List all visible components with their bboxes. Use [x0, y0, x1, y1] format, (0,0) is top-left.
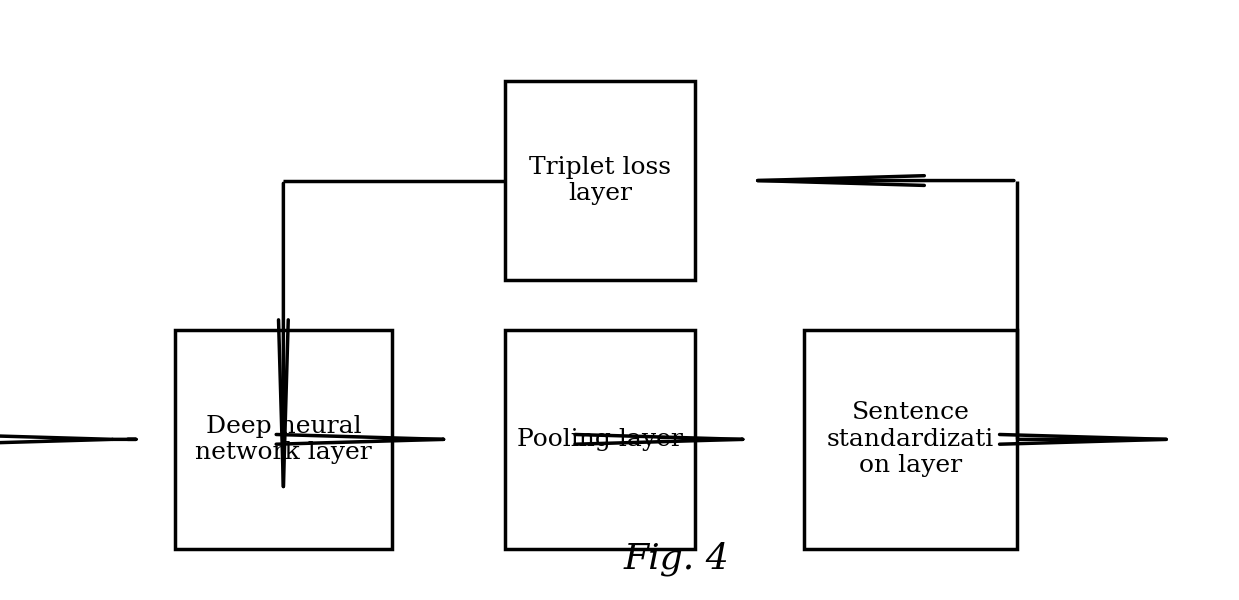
Bar: [506, 81, 695, 280]
Text: Fig. 4: Fig. 4: [624, 542, 730, 576]
Bar: [175, 330, 392, 549]
Bar: [506, 330, 695, 549]
Text: Pooling layer: Pooling layer: [518, 428, 683, 451]
Text: Sentence
standardizati
on layer: Sentence standardizati on layer: [826, 401, 994, 478]
Bar: [804, 330, 1017, 549]
Text: Triplet loss
layer: Triplet loss layer: [529, 156, 672, 205]
Text: Deep neural
network layer: Deep neural network layer: [195, 415, 372, 464]
